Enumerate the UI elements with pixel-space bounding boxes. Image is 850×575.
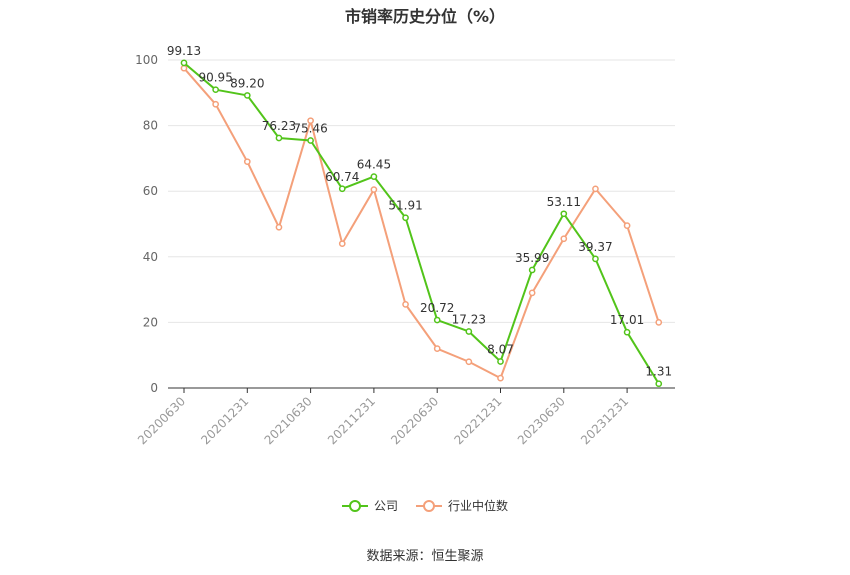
data-point-0 bbox=[433, 316, 441, 324]
data-point-0 bbox=[560, 210, 568, 218]
legend: 公司 行业中位数 bbox=[0, 497, 850, 514]
data-point-0 bbox=[402, 214, 409, 222]
data-label: 75.46 bbox=[293, 121, 327, 135]
legend-label-company: 公司 bbox=[373, 499, 398, 513]
data-point-0 bbox=[497, 358, 504, 365]
data-point-0 bbox=[528, 266, 536, 274]
x-tick-label: 20220630 bbox=[388, 394, 441, 447]
data-point-1 bbox=[623, 222, 631, 229]
data-point-1 bbox=[338, 240, 346, 248]
legend-marker-industry-icon bbox=[416, 499, 442, 512]
data-label: 1.31 bbox=[645, 365, 672, 379]
data-point-0 bbox=[307, 137, 314, 144]
data-label: 90.95 bbox=[198, 71, 232, 85]
chart-title: 市销率历史分位（%） bbox=[344, 7, 506, 26]
data-label: 51.91 bbox=[388, 199, 422, 213]
data-point-1 bbox=[307, 117, 314, 125]
data-point-1 bbox=[370, 186, 378, 193]
data-label: 64.45 bbox=[357, 158, 391, 172]
data-point-1 bbox=[560, 235, 568, 243]
data-label: 53.11 bbox=[547, 195, 581, 209]
legend-label-industry-median: 行业中位数 bbox=[448, 499, 509, 513]
legend-item-company[interactable]: 公司 bbox=[341, 497, 398, 514]
series-line-1 bbox=[183, 67, 660, 380]
data-point-1 bbox=[212, 100, 219, 108]
y-tick-label: 0 bbox=[150, 381, 158, 395]
data-point-1 bbox=[433, 345, 441, 352]
data-point-1 bbox=[528, 289, 536, 297]
y-tick-label: 40 bbox=[143, 250, 158, 264]
x-tick-label: 20201231 bbox=[198, 394, 251, 447]
data-label: 76.23 bbox=[262, 119, 296, 133]
data-point-0 bbox=[623, 328, 631, 336]
data-label: 60.74 bbox=[325, 170, 359, 184]
data-label: 8.07 bbox=[487, 343, 514, 357]
x-tick-label: 20200630 bbox=[135, 394, 188, 447]
data-label: 17.01 bbox=[610, 313, 644, 327]
series-line-0 bbox=[183, 62, 660, 385]
data-point-0 bbox=[275, 134, 283, 142]
y-tick-label: 60 bbox=[143, 184, 158, 198]
x-tick-label: 20230630 bbox=[515, 394, 568, 447]
data-point-0 bbox=[592, 255, 599, 263]
y-tick-label: 80 bbox=[143, 119, 158, 133]
data-point-0 bbox=[338, 185, 346, 193]
data-point-0 bbox=[212, 86, 219, 94]
data-point-0 bbox=[370, 173, 378, 180]
data-label: 89.20 bbox=[230, 76, 264, 90]
data-point-1 bbox=[465, 358, 473, 366]
x-tick-label: 20221231 bbox=[452, 394, 505, 447]
data-label: 17.23 bbox=[452, 312, 486, 326]
data-source: 数据来源：恒生聚源 bbox=[366, 549, 484, 564]
legend-marker-company-icon bbox=[341, 499, 368, 512]
x-tick-label: 20211231 bbox=[325, 394, 378, 447]
y-tick-label: 20 bbox=[143, 315, 158, 329]
data-point-1 bbox=[655, 319, 663, 326]
data-point-0 bbox=[655, 380, 663, 388]
data-label: 39.37 bbox=[578, 240, 612, 254]
data-point-1 bbox=[497, 374, 504, 382]
data-point-1 bbox=[592, 185, 599, 193]
data-point-1 bbox=[402, 301, 409, 308]
data-label: 99.13 bbox=[167, 44, 201, 58]
data-point-0 bbox=[180, 59, 188, 67]
data-point-0 bbox=[465, 328, 473, 335]
data-point-1 bbox=[243, 158, 251, 166]
data-point-1 bbox=[275, 223, 283, 231]
data-point-0 bbox=[243, 92, 251, 99]
legend-item-industry-median[interactable]: 行业中位数 bbox=[416, 497, 508, 514]
data-label: 20.72 bbox=[420, 301, 454, 315]
data-point-1 bbox=[180, 64, 188, 72]
line-chart: 0 20 40 60 80 100 20200630 20201231 20210630 2021… bbox=[135, 44, 675, 447]
x-tick-label: 20231231 bbox=[578, 394, 631, 447]
y-tick-label: 100 bbox=[135, 53, 158, 67]
data-label: 35.99 bbox=[515, 251, 549, 265]
x-tick-label: 20210630 bbox=[262, 394, 315, 447]
